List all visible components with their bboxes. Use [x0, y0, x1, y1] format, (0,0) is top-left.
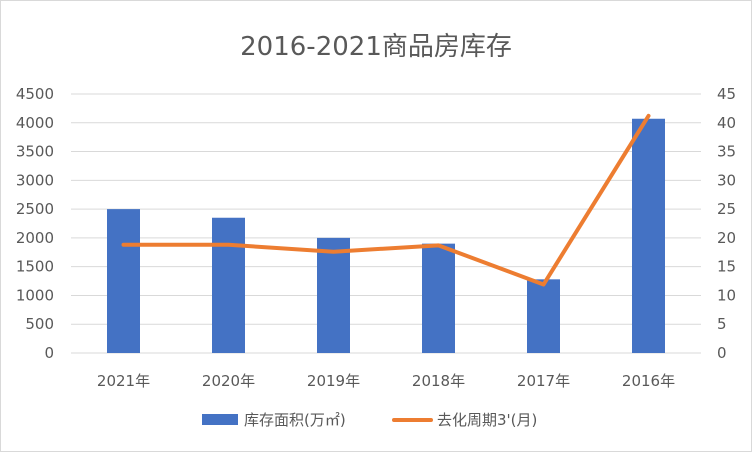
- x-tick-label: 2016年: [622, 372, 675, 390]
- left-tick-label: 3500: [16, 143, 54, 161]
- right-tick-label: 15: [717, 258, 736, 276]
- line-point: [647, 114, 650, 118]
- line-point: [437, 243, 440, 247]
- right-tick-label: 35: [717, 143, 736, 161]
- right-tick-label: 20: [717, 229, 736, 247]
- x-tick-label: 2020年: [202, 372, 255, 390]
- x-tick-label: 2019年: [307, 372, 360, 390]
- left-tick-label: 3000: [16, 171, 54, 189]
- bar: [632, 118, 665, 353]
- left-tick-label: 1500: [16, 258, 54, 276]
- right-tick-label: 5: [717, 315, 727, 333]
- bar: [107, 209, 140, 353]
- left-tick-label: 4000: [16, 114, 54, 132]
- right-tick-label: 45: [717, 85, 736, 103]
- legend: 库存面积(万㎡) 去化周期3'(月): [202, 411, 537, 429]
- left-tick-label: 500: [25, 315, 54, 333]
- right-tick-label: 25: [717, 200, 736, 218]
- x-tick-label: 2017年: [517, 372, 570, 390]
- line-point: [227, 243, 230, 247]
- chart-title: 2016-2021商品房库存: [240, 32, 512, 62]
- x-axis: 2021年 2020年 2019年 2018年 2017年 2016年: [97, 372, 675, 390]
- right-tick-label: 40: [717, 114, 736, 132]
- left-tick-label: 2000: [16, 229, 54, 247]
- left-tick-label: 4500: [16, 85, 54, 103]
- left-tick-label: 1000: [16, 286, 54, 304]
- right-tick-label: 10: [717, 286, 736, 304]
- line-point: [542, 283, 545, 287]
- x-tick-label: 2021年: [97, 372, 150, 390]
- x-tick-label: 2018年: [412, 372, 465, 390]
- right-tick-label: 30: [717, 171, 736, 189]
- bars-series: [107, 118, 665, 353]
- bar: [317, 237, 350, 353]
- right-tick-label: 0: [717, 344, 727, 362]
- line-point: [332, 250, 335, 254]
- right-y-axis: 0 5 10 15 20 25 30 35 40 45: [717, 85, 736, 362]
- left-tick-label: 2500: [16, 200, 54, 218]
- legend-label-line: 去化周期3'(月): [437, 411, 537, 429]
- left-tick-label: 0: [44, 344, 54, 362]
- line-point: [122, 243, 125, 247]
- bar: [422, 243, 455, 353]
- left-y-axis: 0 500 1000 1500 2000 2500 3000 3500 4000 4500: [16, 85, 54, 362]
- legend-label-bar: 库存面积(万㎡): [244, 411, 346, 429]
- bar: [212, 217, 245, 353]
- gridlines: [71, 93, 701, 354]
- line-series: [121, 113, 651, 287]
- legend-swatch-bar: [202, 414, 238, 425]
- bar: [527, 279, 560, 353]
- line-path: [121, 113, 651, 287]
